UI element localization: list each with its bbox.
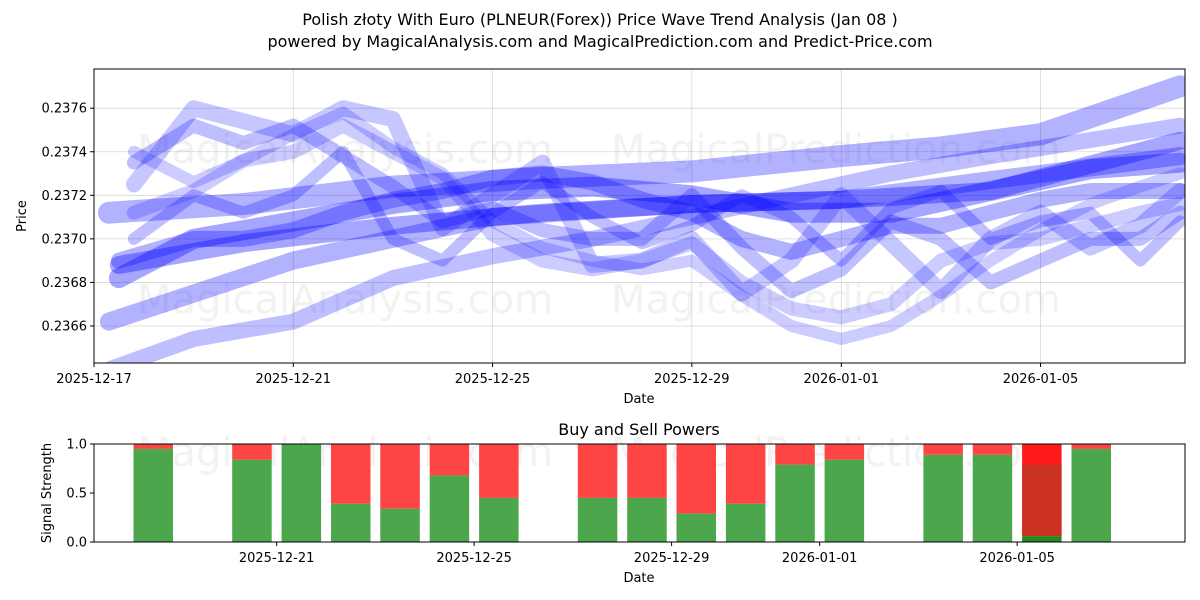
x-tick-label: 2025-12-29 [654, 372, 730, 387]
buy-bar [1022, 536, 1062, 542]
buy-bar [133, 448, 173, 542]
wave-line [127, 145, 1185, 267]
overlap-bar [1022, 464, 1062, 537]
y-tick-label: 0.2374 [42, 145, 88, 160]
bars-y-axis: 0.0 0.5 1.0 [66, 438, 94, 551]
y-tick-label: 0.0 [66, 536, 87, 551]
wave-line [99, 147, 1185, 331]
y-tick-label: 0.2366 [42, 319, 88, 334]
buy-bar [1071, 448, 1111, 542]
buy-bar [232, 459, 272, 542]
wave-line [127, 106, 1185, 345]
y-tick-label: 0.5 [66, 487, 87, 502]
sell-bar [380, 444, 420, 509]
chart-title-line2: powered by MagicalAnalysis.com and Magic… [267, 32, 933, 51]
y-tick-label: 0.2372 [42, 189, 88, 204]
bars-x-axis: 2025-12-21 2025-12-25 2025-12-29 2026-01-01… [239, 542, 1055, 566]
watermark: MagicalPrediction.com [611, 277, 1061, 323]
price-y-label: Price [15, 200, 30, 232]
wave-line [104, 117, 1185, 363]
buy-bar [775, 464, 815, 542]
x-tick-label: 2025-12-25 [436, 551, 512, 566]
y-tick-label: 0.2368 [42, 276, 88, 291]
buy-bar [331, 503, 371, 542]
wave-line [125, 100, 1185, 302]
price-x-label: Date [623, 392, 654, 407]
y-tick-label: 0.2370 [42, 232, 88, 247]
wave-line [109, 131, 1185, 274]
sell-bar [331, 444, 371, 504]
watermark: MagicalPrediction.com [611, 127, 1061, 173]
buy-bar [577, 497, 618, 542]
x-tick-label: 2025-12-25 [455, 372, 531, 387]
sell-bar [577, 444, 618, 498]
buy-bar [725, 503, 766, 542]
sell-bar [627, 444, 667, 498]
x-tick-label: 2025-12-21 [255, 372, 331, 387]
sell-bar [232, 444, 272, 460]
watermark: MagicalAnalysis.com [137, 277, 553, 323]
bars-y-label: Signal Strength [40, 443, 55, 543]
wave-line [110, 165, 1185, 269]
x-tick-label: 2026-01-05 [1003, 372, 1079, 387]
price-x-axis: 2025-12-17 2025-12-21 2025-12-25 2025-12-29… [56, 363, 1078, 387]
sell-bar [133, 444, 173, 449]
y-tick-label: 0.2376 [42, 102, 88, 117]
signal-bars [133, 444, 1111, 542]
x-tick-label: 2025-12-17 [56, 372, 132, 387]
sell-bar [923, 444, 963, 455]
buy-bar [281, 444, 322, 542]
x-tick-label: 2026-01-01 [782, 551, 858, 566]
sell-bar [775, 444, 815, 465]
wave-line [126, 118, 1185, 299]
buy-bar [972, 454, 1013, 542]
sell-bar [429, 444, 470, 476]
sell-bar [479, 444, 519, 498]
price-waves [97, 75, 1185, 363]
wave-line [126, 118, 1185, 325]
x-tick-label: 2026-01-01 [803, 372, 879, 387]
wave-line [108, 152, 1185, 289]
price-y-axis: 0.2366 0.2368 0.2370 0.2372 0.2374 0.2376 [42, 102, 94, 334]
wave-line [97, 75, 1185, 224]
bars-title: Buy and Sell Powers [558, 420, 720, 439]
sell-bar [676, 444, 716, 514]
buy-bar [676, 513, 716, 542]
buy-bar [923, 454, 963, 542]
chart-title-line1: Polish złoty With Euro (PLNEUR(Forex)) P… [302, 10, 898, 29]
sell-bar [972, 444, 1013, 455]
sell-bar [824, 444, 865, 460]
watermark: MagicalAnalysis.com [137, 127, 553, 173]
buy-bar [429, 475, 470, 542]
sell-bar [1071, 444, 1111, 449]
y-tick-label: 1.0 [66, 438, 87, 453]
price-plot-frame [93, 68, 1186, 364]
buy-bar [380, 508, 420, 542]
x-tick-label: 2025-12-21 [239, 551, 315, 566]
x-tick-label: 2025-12-29 [634, 551, 710, 566]
bars-x-label: Date [623, 571, 654, 586]
x-tick-label: 2026-01-05 [979, 551, 1055, 566]
buy-bar [479, 497, 519, 542]
buy-bar [627, 497, 667, 542]
buy-bar [824, 459, 865, 542]
sell-bar [725, 444, 766, 504]
